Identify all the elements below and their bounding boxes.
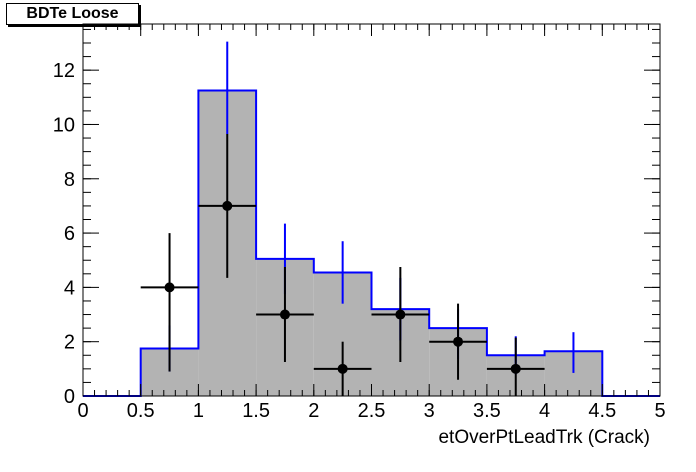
tick-labels: 0 0.5 1 1.5 2 2.5 3 3.5 4 4.5 5 0 2 4 6 8 10 12: [53, 60, 666, 422]
y-tick-label: 12: [53, 60, 75, 82]
x-axis-title: etOverPtLeadTrk (Crack): [438, 427, 650, 448]
data-point: [279, 309, 290, 320]
data-points: [140, 133, 545, 396]
x-tick-label: 4: [539, 400, 550, 422]
y-tick-label: 6: [64, 223, 75, 245]
x-tick-label: 2: [308, 400, 319, 422]
x-tick-label: 1: [193, 400, 204, 422]
data-point: [510, 363, 521, 374]
x-tick-label: 1.5: [242, 400, 270, 422]
data-point: [222, 200, 233, 211]
histogram-outline: [83, 89, 660, 397]
y-tick-label: 10: [53, 114, 75, 136]
x-tick-label: 0: [77, 400, 88, 422]
x-tick-label: 4.5: [588, 400, 616, 422]
data-point: [453, 336, 464, 347]
y-tick-label: 8: [64, 169, 75, 191]
data-point: [164, 282, 175, 293]
x-tick-label: 3: [424, 400, 435, 422]
x-tick-label: 0.5: [127, 400, 155, 422]
data-point: [395, 309, 406, 320]
chart-title: BDTe Loose: [6, 3, 139, 25]
x-tick-label: 3.5: [473, 400, 501, 422]
data-point: [337, 363, 348, 374]
y-tick-label: 2: [64, 332, 75, 354]
y-tick-label: 4: [64, 277, 75, 299]
axis-ticks: [82, 24, 661, 397]
histogram-layer: [83, 89, 660, 397]
y-tick-label: 0: [64, 386, 75, 408]
x-tick-label: 2.5: [358, 400, 386, 422]
x-tick-label: 5: [654, 400, 665, 422]
